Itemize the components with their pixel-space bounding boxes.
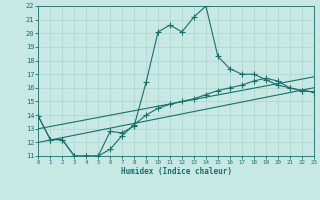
X-axis label: Humidex (Indice chaleur): Humidex (Indice chaleur) [121,167,231,176]
